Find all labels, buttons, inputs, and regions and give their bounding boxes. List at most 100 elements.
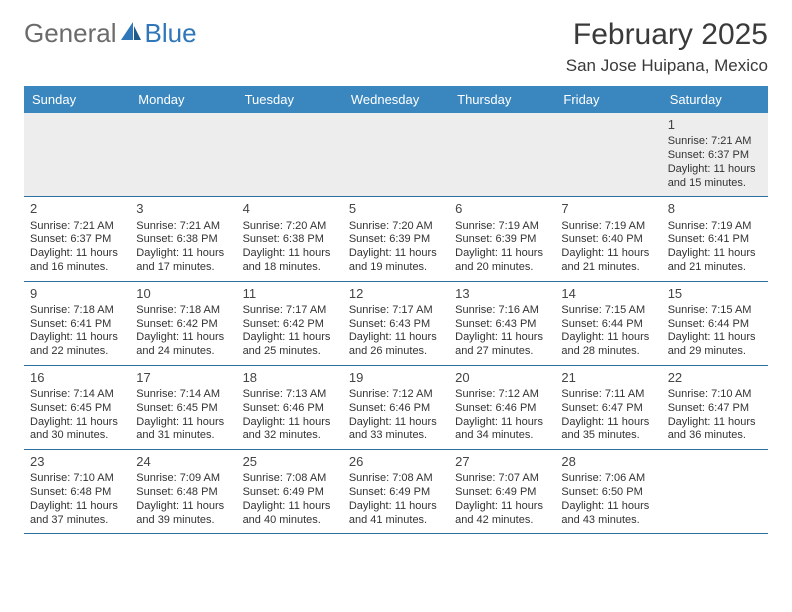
daylight-text: Daylight: 11 hours and 36 minutes. (668, 416, 762, 444)
day-cell-empty (343, 113, 449, 196)
sunset-text: Sunset: 6:39 PM (455, 233, 549, 247)
month-title: February 2025 (566, 18, 768, 52)
day-cell: 17Sunrise: 7:14 AMSunset: 6:45 PMDayligh… (130, 366, 236, 449)
day-header-cell: Friday (555, 86, 661, 113)
day-number: 15 (668, 286, 762, 302)
day-cell: 12Sunrise: 7:17 AMSunset: 6:43 PMDayligh… (343, 282, 449, 365)
day-cell: 25 Sunrise: 7:08 AMSunset: 6:49 PMDayligh… (237, 450, 343, 533)
daylight-text: Daylight: 11 hours and 17 minutes. (136, 247, 230, 275)
day-header-cell: Wednesday (343, 86, 449, 113)
day-cell: 7Sunrise: 7:19 AMSunset: 6:40 PMDaylight… (555, 197, 661, 280)
sunrise-text: Sunrise: 7:10 AM (30, 472, 124, 486)
week-row: 2Sunrise: 7:21 AMSunset: 6:37 PMDaylight… (24, 197, 768, 281)
daylight-text: Daylight: 11 hours and 31 minutes. (136, 416, 230, 444)
day-cell: 10Sunrise: 7:18 AMSunset: 6:42 PMDayligh… (130, 282, 236, 365)
sunrise-text: Sunrise: 7:13 AM (243, 388, 337, 402)
day-number: 9 (30, 286, 124, 302)
day-number: 12 (349, 286, 443, 302)
daylight-text: Daylight: 11 hours and 21 minutes. (668, 247, 762, 275)
daylight-text: Daylight: 11 hours and 27 minutes. (455, 331, 549, 359)
day-cell: 28 Sunrise: 7:06 AMSunset: 6:50 PMDayligh… (555, 450, 661, 533)
daylight-text: Daylight: 11 hours and 26 minutes. (349, 331, 443, 359)
sunset-text: Sunset: 6:42 PM (136, 318, 230, 332)
daylight-text: Daylight: 11 hours and 29 minutes. (668, 331, 762, 359)
day-cell: 27Sunrise: 7:07 AMSunset: 6:49 PMDayligh… (449, 450, 555, 533)
day-cell-empty (449, 113, 555, 196)
day-number: 8 (668, 201, 762, 217)
daylight-text: Daylight: 11 hours and 43 minutes. (561, 500, 655, 528)
day-cell-empty (237, 113, 343, 196)
sunrise-text: Sunrise: 7:15 AM (561, 304, 655, 318)
sunset-text: Sunset: 6:42 PM (243, 318, 337, 332)
calendar-page: General Blue February 2025 San Jose Huip… (0, 0, 792, 612)
sunrise-text: Sunrise: 7:18 AM (136, 304, 230, 318)
sunrise-text: Sunrise: 7:08 AM (243, 472, 337, 486)
daylight-text: Daylight: 11 hours and 40 minutes. (243, 500, 337, 528)
day-number: 11 (243, 286, 337, 302)
sunrise-text: Sunrise: 7:21 AM (30, 220, 124, 234)
daylight-text: Daylight: 11 hours and 34 minutes. (455, 416, 549, 444)
sunset-text: Sunset: 6:48 PM (136, 486, 230, 500)
day-cell: 8Sunrise: 7:19 AMSunset: 6:41 PMDaylight… (662, 197, 768, 280)
sunset-text: Sunset: 6:47 PM (668, 402, 762, 416)
day-number: 17 (136, 370, 230, 386)
sunrise-text: Sunrise: 7:14 AM (136, 388, 230, 402)
day-cell: 5Sunrise: 7:20 AMSunset: 6:39 PMDaylight… (343, 197, 449, 280)
sunrise-text: Sunrise: 7:06 AM (561, 472, 655, 486)
sunrise-text: Sunrise: 7:12 AM (455, 388, 549, 402)
daylight-text: Daylight: 11 hours and 22 minutes. (30, 331, 124, 359)
sunrise-text: Sunrise: 7:17 AM (349, 304, 443, 318)
sunset-text: Sunset: 6:41 PM (30, 318, 124, 332)
sunset-text: Sunset: 6:44 PM (668, 318, 762, 332)
sunrise-text: Sunrise: 7:17 AM (243, 304, 337, 318)
day-header-row: SundayMondayTuesdayWednesdayThursdayFrid… (24, 86, 768, 113)
sunset-text: Sunset: 6:46 PM (455, 402, 549, 416)
header: General Blue February 2025 San Jose Huip… (24, 18, 768, 76)
day-number: 4 (243, 201, 337, 217)
day-number: 6 (455, 201, 549, 217)
daylight-text: Daylight: 11 hours and 21 minutes. (561, 247, 655, 275)
day-cell: 20Sunrise: 7:12 AMSunset: 6:46 PMDayligh… (449, 366, 555, 449)
daylight-text: Daylight: 11 hours and 24 minutes. (136, 331, 230, 359)
sunrise-text: Sunrise: 7:19 AM (561, 220, 655, 234)
day-header-cell: Saturday (662, 86, 768, 113)
day-cell: 2Sunrise: 7:21 AMSunset: 6:37 PMDaylight… (24, 197, 130, 280)
daylight-text: Daylight: 11 hours and 42 minutes. (455, 500, 549, 528)
week-row: 23Sunrise: 7:10 AMSunset: 6:48 PMDayligh… (24, 450, 768, 534)
week-row: 16Sunrise: 7:14 AMSunset: 6:45 PMDayligh… (24, 366, 768, 450)
logo: General Blue (24, 18, 197, 49)
day-number: 25 (243, 454, 337, 470)
day-header-cell: Thursday (449, 86, 555, 113)
sunrise-text: Sunrise: 7:11 AM (561, 388, 655, 402)
daylight-text: Daylight: 11 hours and 32 minutes. (243, 416, 337, 444)
sunset-text: Sunset: 6:37 PM (668, 149, 762, 163)
day-number: 14 (561, 286, 655, 302)
day-cell: 21Sunrise: 7:11 AMSunset: 6:47 PMDayligh… (555, 366, 661, 449)
day-cell: 6Sunrise: 7:19 AMSunset: 6:39 PMDaylight… (449, 197, 555, 280)
day-cell: 18Sunrise: 7:13 AMSunset: 6:46 PMDayligh… (237, 366, 343, 449)
day-cell: 19Sunrise: 7:12 AMSunset: 6:46 PMDayligh… (343, 366, 449, 449)
sunset-text: Sunset: 6:50 PM (561, 486, 655, 500)
sunrise-text: Sunrise: 7:21 AM (668, 135, 762, 149)
sunset-text: Sunset: 6:38 PM (136, 233, 230, 247)
day-header-cell: Tuesday (237, 86, 343, 113)
sunrise-text: Sunrise: 7:15 AM (668, 304, 762, 318)
sunrise-text: Sunrise: 7:10 AM (668, 388, 762, 402)
sunset-text: Sunset: 6:43 PM (455, 318, 549, 332)
day-number: 22 (668, 370, 762, 386)
sunset-text: Sunset: 6:49 PM (243, 486, 337, 500)
logo-text-blue: Blue (145, 18, 197, 49)
day-number: 23 (30, 454, 124, 470)
sunrise-text: Sunrise: 7:21 AM (136, 220, 230, 234)
daylight-text: Daylight: 11 hours and 16 minutes. (30, 247, 124, 275)
day-cell-empty (555, 113, 661, 196)
day-number: 28 (561, 454, 655, 470)
sunrise-text: Sunrise: 7:16 AM (455, 304, 549, 318)
daylight-text: Daylight: 11 hours and 39 minutes. (136, 500, 230, 528)
day-number: 3 (136, 201, 230, 217)
day-number: 24 (136, 454, 230, 470)
daylight-text: Daylight: 11 hours and 20 minutes. (455, 247, 549, 275)
day-number: 19 (349, 370, 443, 386)
day-number: 18 (243, 370, 337, 386)
sunset-text: Sunset: 6:44 PM (561, 318, 655, 332)
